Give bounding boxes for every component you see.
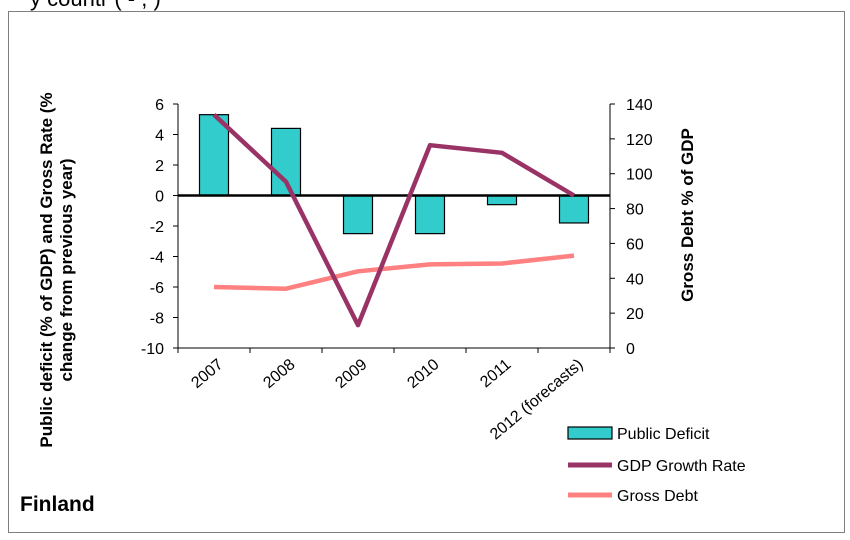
left-axis-tick-label: -8 [150,311,164,328]
right-axis-tick-label: 100 [626,167,653,184]
left-axis-tick-label: 2 [155,158,164,175]
public-deficit-bar [198,114,230,197]
country-label: Finland [20,493,95,516]
x-axis-category-label: 2008 [260,356,298,392]
left-axis-tick-label: 4 [155,128,164,145]
right-axis-tick-label: 40 [626,271,644,288]
right-axis-tick-label: 120 [626,132,653,149]
legend-label-gross-debt: Gross Debt [617,488,698,505]
public-deficit-bar [342,194,374,235]
legend-swatch-public-deficit [567,426,613,440]
right-axis-tick-label: 0 [626,341,635,358]
public-deficit-bar [414,194,446,235]
top-caption: y countr ( - , ) [30,0,161,12]
left-axis-title-line-2: change from previous year) [57,159,76,382]
chart-frame [8,11,845,533]
right-axis-title: Gross Debt % of GDP [678,128,697,302]
legend-label-gdp-growth-rate: GDP Growth Rate [617,458,746,475]
left-axis-tick-label: 0 [155,189,164,206]
gross-debt-line [213,253,575,291]
lines-layer [178,113,610,328]
right-axis-tick-label: 80 [626,202,644,219]
left-axis-title-line-1: Public deficit (% of GDP) and Gross Rate… [37,92,56,447]
public-deficit-bar [558,194,590,224]
x-axis-category-label: 2010 [404,356,442,392]
bars-layer [198,114,590,235]
left-axis-tick-label: -10 [141,341,164,358]
gdp-growth-rate-line [212,113,576,328]
left-axis-tick-label: -2 [150,219,164,236]
legend: Public Deficit GDP Growth Rate Gross Deb… [567,426,746,505]
right-axis-tick-label: 140 [626,97,653,114]
left-axis-tick-label: 6 [155,97,164,114]
axes-layer [173,103,615,353]
left-axis-tick-label: -4 [150,250,164,267]
public-deficit-bar [486,194,518,206]
x-axis-category-label: 2011 [477,356,514,391]
x-axis-category-label: 2007 [188,356,226,392]
right-axis-tick-label: 60 [626,236,644,253]
right-axis-tick-label: 20 [626,306,644,323]
x-axis-category-label: 2009 [332,356,370,392]
legend-label-public-deficit: Public Deficit [617,426,710,443]
left-axis-tick-label: -6 [150,280,164,297]
